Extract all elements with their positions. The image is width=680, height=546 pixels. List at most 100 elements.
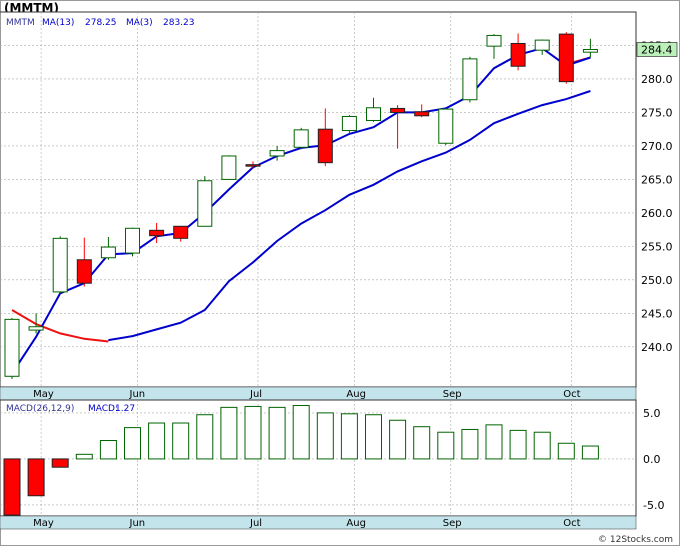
candle-body [534,39,550,51]
price-y-tick-label: 250.0 [641,274,673,287]
candle [534,39,550,55]
macd-bar [220,406,238,460]
macd-bar [244,405,262,460]
macd-bar [485,424,503,460]
candle-body [76,259,92,284]
price-x-tick-label: Sep [443,389,462,400]
macd-bar [124,427,141,460]
candle [52,236,68,294]
candle-body [221,155,237,180]
candle-body [52,237,68,293]
macd-bar [340,413,358,460]
macd-bar [3,458,21,516]
legend-ma13-label: MA(13) [42,18,74,28]
last-price-tag-text: 284.4 [641,44,673,57]
candle [438,108,454,146]
macd-y-tick-label: 5.0 [643,407,661,420]
price-y-tick-label: 270.0 [641,140,673,153]
price-x-tick-label: Aug [346,389,366,400]
price-legend: MMTM MA(13) 278.25 MA(3) 283.23 [6,18,195,28]
price-x-tick-label: Oct [563,389,580,400]
candle [558,32,574,84]
macd-bar [389,419,407,460]
macd-bar [172,422,190,460]
candle-body [341,115,357,132]
legend-ma13-value: 278.25 [85,18,117,28]
macd-bar [148,422,166,460]
candle [245,161,261,169]
macd-bar [461,428,479,460]
copyright-footer: © 12Stocks.com [598,535,673,545]
candle-body [390,107,406,113]
price-plot-area [0,11,637,388]
candle-body [100,246,116,259]
candle-body [317,128,333,164]
candle-body [366,107,381,121]
candle [4,318,20,379]
price-x-tick-label: May [33,389,54,400]
legend-macd-value: 1.27 [115,404,135,414]
candle-body [293,129,309,148]
candle-body [149,229,165,237]
macd-x-tick-label: Aug [346,518,366,529]
macd-bar [316,412,334,460]
candle [486,34,502,59]
candle [221,155,237,180]
price-x-axis-strip [0,386,637,401]
ma-slow-line [108,90,591,342]
candle [100,237,116,260]
candle [582,38,598,58]
candle [28,313,44,334]
price-y-tick-label: 245.0 [641,307,673,320]
candle [366,97,381,122]
price-y-tick-label: 275.0 [641,106,673,119]
macd-bar [509,429,527,460]
candle-body [486,34,502,47]
price-y-tick-label: 280.0 [641,73,673,86]
macd-y-axis: -5.0 0.0 5.0 [643,407,664,512]
macd-bar [292,405,310,460]
price-x-tick-label: Jun [129,389,146,400]
candle [293,127,309,150]
legend-ma3-label: MA(3) [126,18,153,28]
price-grid [0,12,636,387]
macd-histogram [3,405,599,516]
candle-body [510,42,526,67]
macd-x-tick-label: Sep [443,518,462,529]
candle [341,115,357,134]
macd-x-axis: May Jun Jul Aug Sep Oct [33,518,581,529]
candle-body [197,180,213,227]
candle [317,108,333,167]
ma-red-line [11,309,109,343]
candle [462,56,478,103]
candle [76,237,92,287]
candle-body [125,227,140,254]
price-y-tick-label: 265.0 [641,173,673,186]
candle [269,145,285,161]
price-y-tick-label: 240.0 [641,341,673,354]
macd-bar [533,431,551,460]
candlesticks [4,32,598,379]
price-panel: 240.0 245.0 250.0 255.0 260.0 265.0 270.0 275.0… [0,11,678,401]
macd-y-tick-label: -5.0 [643,499,664,512]
macd-bar [268,406,286,460]
legend-symbol: MMTM [6,18,35,28]
price-x-tick-label: Jul [249,389,262,400]
macd-y-tick-label: 0.0 [643,453,661,466]
macd-x-tick-label: Jun [129,518,146,529]
legend-macd-label: MACD: [88,404,118,414]
candle-body [582,49,598,53]
candle [173,225,189,242]
price-y-tick-label: 255.0 [641,240,673,253]
macd-bar [365,414,382,460]
macd-bar [196,414,214,460]
macd-x-tick-label: May [33,518,54,529]
candle-body [414,111,430,117]
candle-body [4,318,20,377]
price-y-tick-label: 260.0 [641,207,673,220]
candle-body [28,326,44,331]
macd-bar [75,453,93,460]
candle [197,176,213,227]
macd-x-axis-strip [0,515,637,530]
